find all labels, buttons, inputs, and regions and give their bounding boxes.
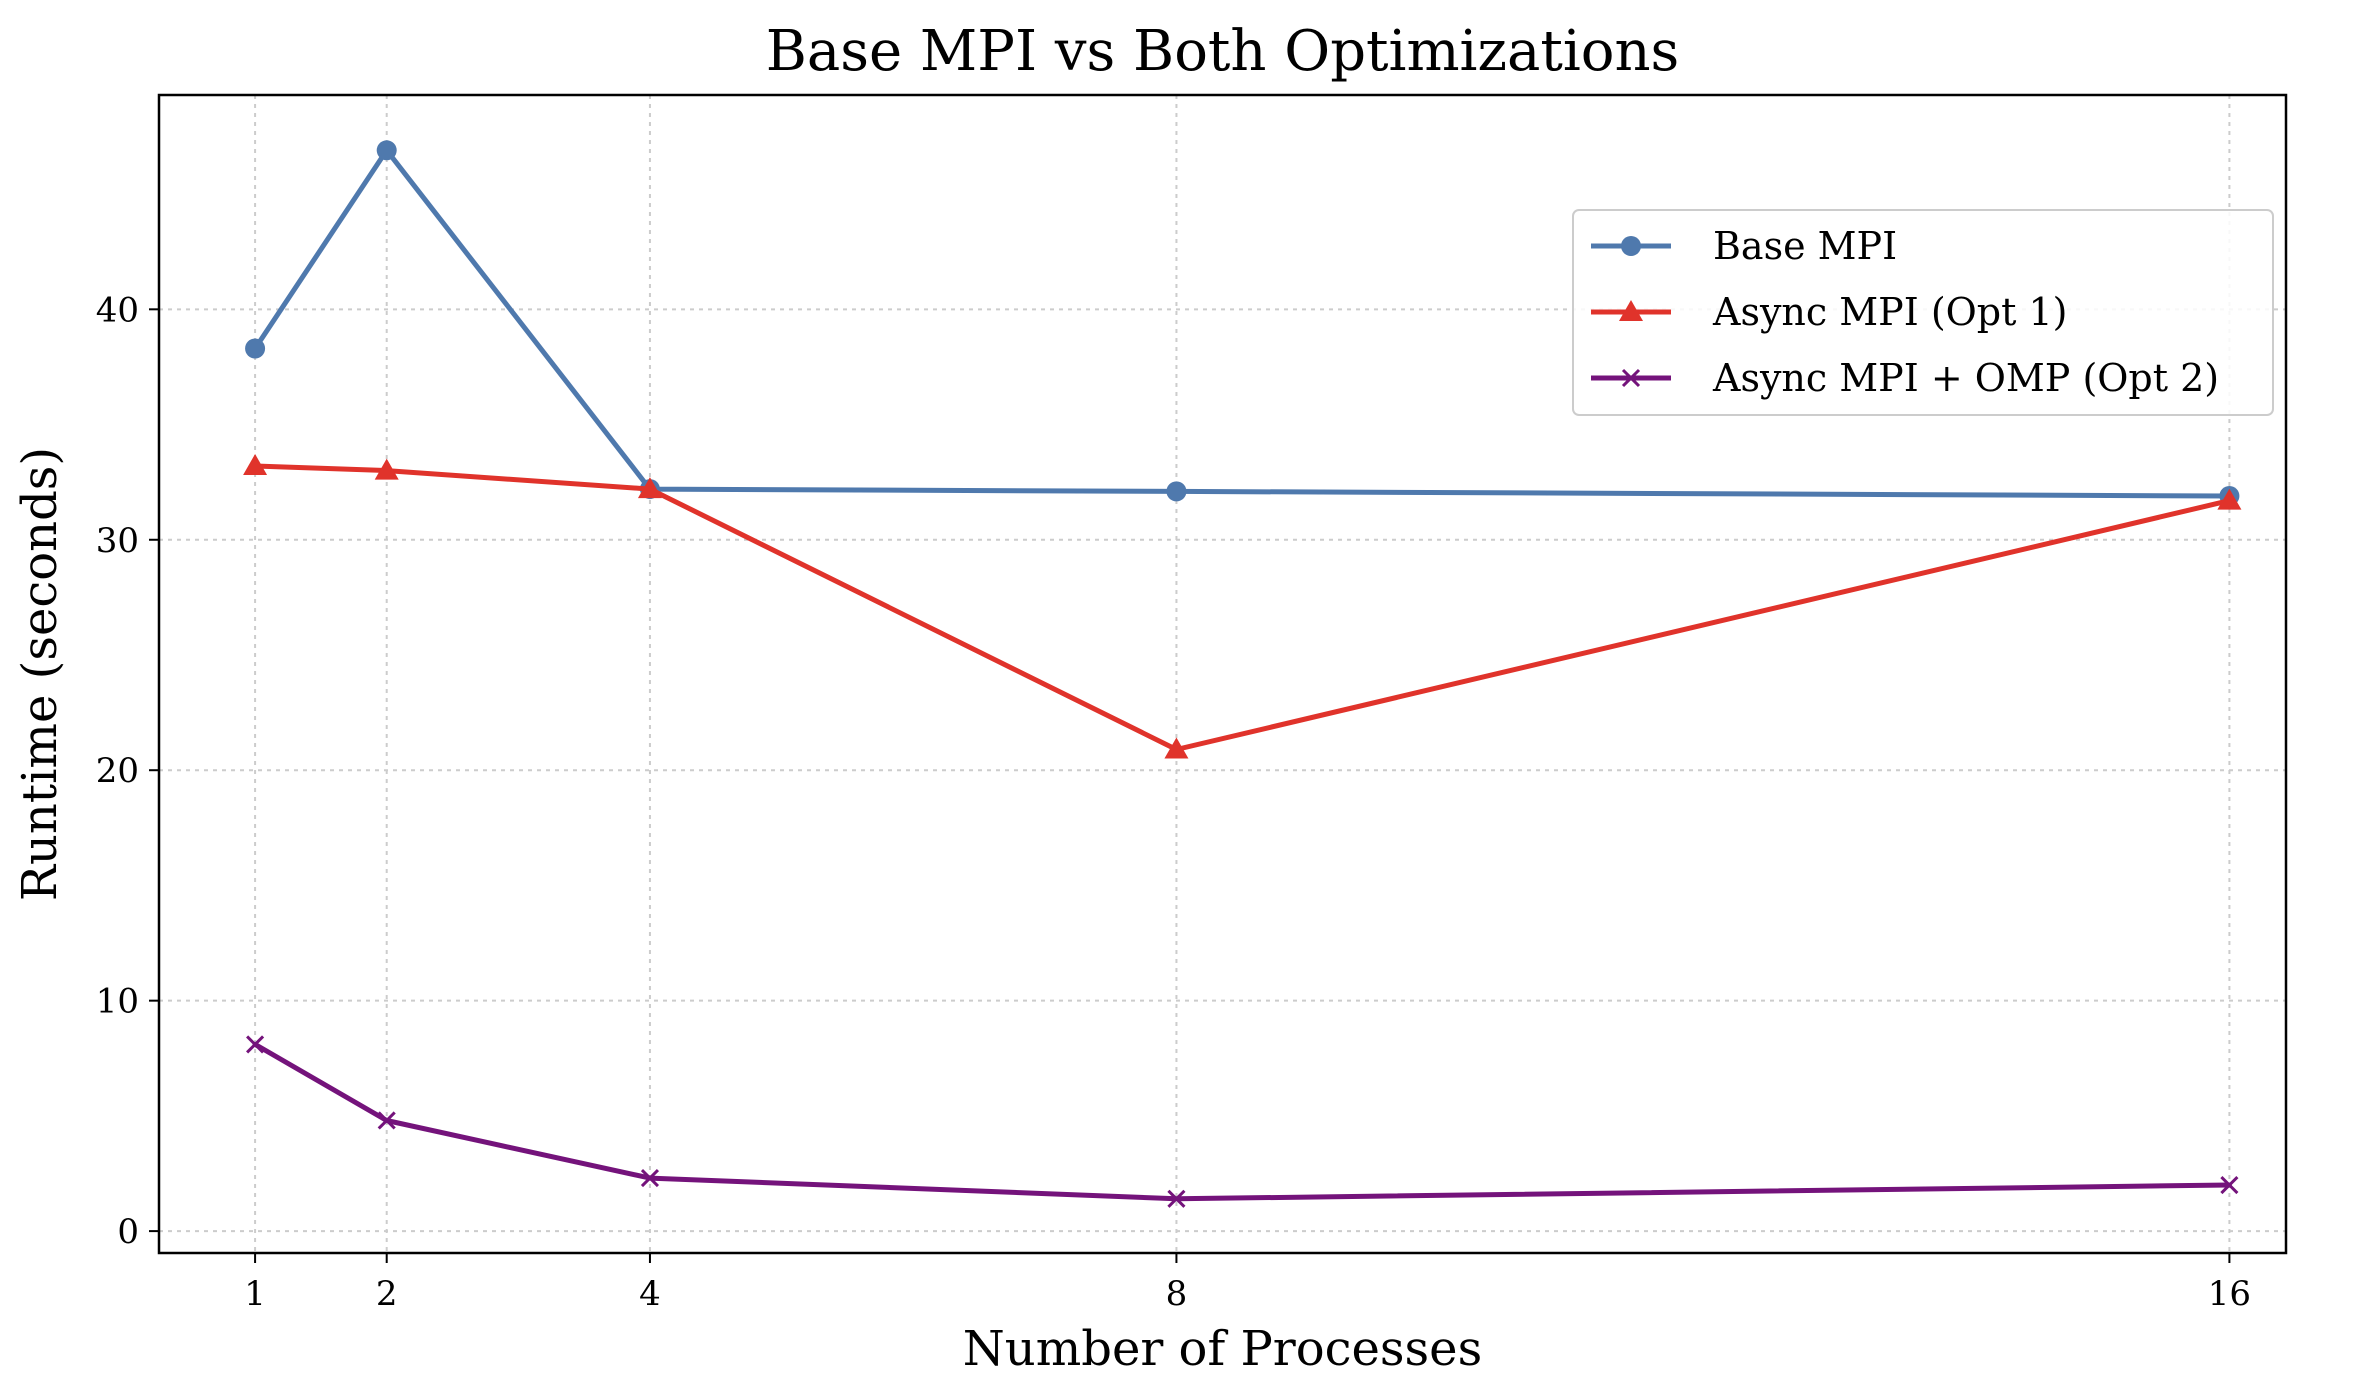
x-tick-label: 4 [639,1274,661,1314]
data-point [640,1169,660,1188]
y-tick-label: 10 [96,982,139,1022]
data-point [376,140,397,161]
data-point [1167,1189,1186,1208]
data-point [374,458,399,480]
legend-box [1572,209,2274,416]
y-tick-label: 30 [96,521,139,561]
y-tick-label: 40 [96,290,139,330]
legend-marker [1621,236,1641,256]
legend-label: Base MPI [1713,224,1897,268]
legend-item: Async MPI (Opt 1) [1591,290,2067,334]
plot-area-frame [157,93,2288,1255]
legend-item: Async MPI + OMP (Opt 2) [1591,356,2219,400]
data-point [246,1035,265,1054]
data-point [637,477,662,499]
x-axis-label: Number of Processes [963,1321,1482,1377]
legend-label: Async MPI + OMP (Opt 2) [1712,356,2219,400]
data-point [1166,481,1187,502]
data-point [377,1111,396,1130]
axis-ticks: 1 2 4 8 16 0 10 20 30 40 [96,290,2251,1314]
series-line [252,1041,2232,1202]
x-tick-label: 1 [244,1274,266,1314]
y-tick-label: 0 [117,1212,139,1252]
series-line [252,463,2232,752]
data-point [2220,1175,2239,1195]
chart-title: Base MPI vs Both Optimizations [766,19,1680,84]
y-axis-label: Runtime (seconds) [12,447,68,901]
data-point [1164,737,1189,759]
legend-marker [1619,300,1643,321]
series-2 [243,454,2242,759]
x-tick-label: 8 [1166,1274,1188,1314]
y-tick-label: 20 [96,751,139,791]
data-point [243,454,268,476]
data-point [245,338,266,359]
x-tick-label: 2 [376,1274,398,1314]
legend-marker [1621,368,1641,388]
legend-label: Async MPI (Opt 1) [1712,290,2067,334]
x-tick-label: 16 [2208,1274,2251,1314]
data-point [2217,488,2242,510]
legend-item: Base MPI [1591,224,1897,268]
legend: Base MPI Async MPI (Opt 1) Async MPI + OMP… [1572,209,2274,416]
grid [159,95,2286,1253]
series-group [243,140,2242,1208]
series-3 [246,1035,2239,1208]
